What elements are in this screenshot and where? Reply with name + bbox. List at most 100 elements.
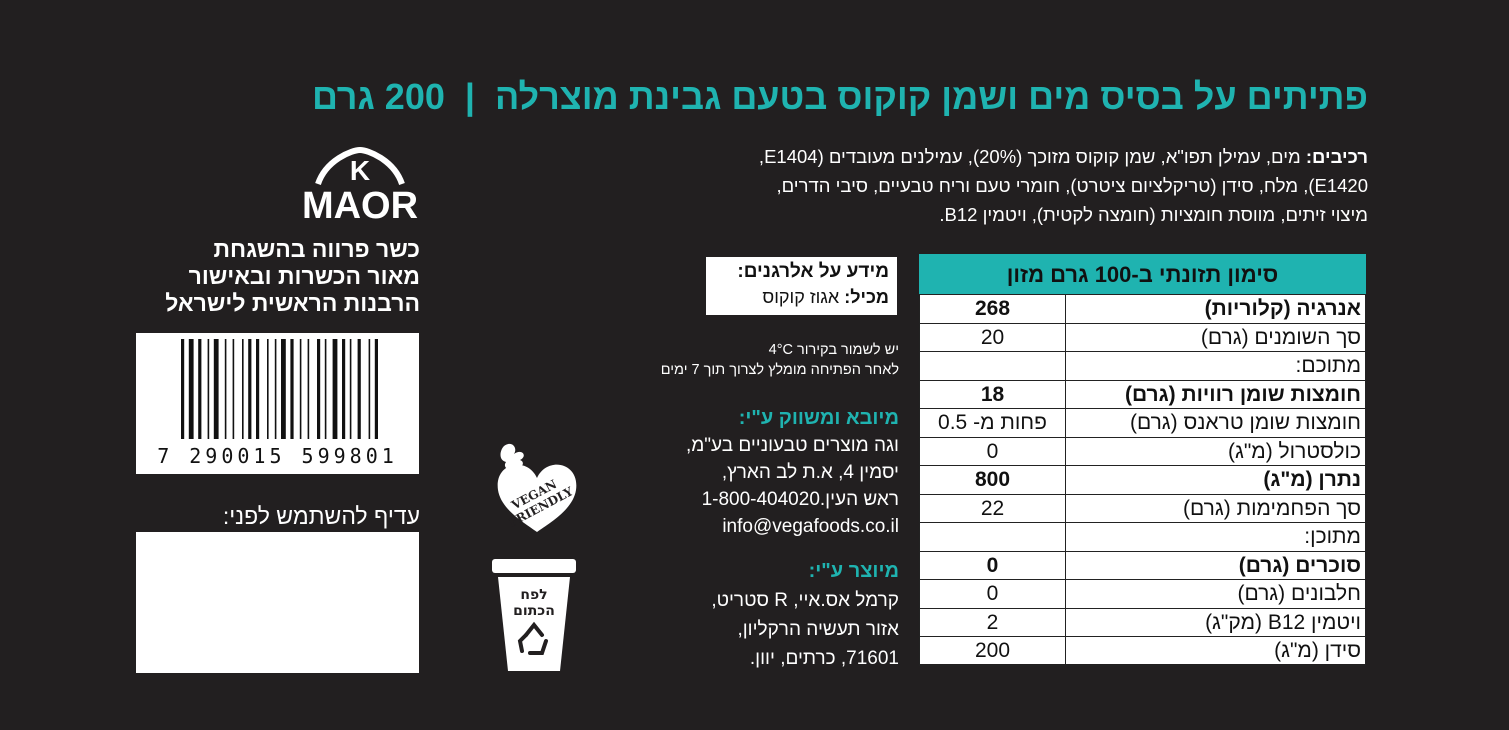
importer-email: info@vegafoods.co.il	[722, 516, 899, 537]
nutrition-label: חומצות שומן טראנס (גרם)	[1065, 408, 1366, 438]
nutrition-value: 2	[919, 607, 1066, 637]
nutrition-row: 800 נתרן (מ"ג)	[919, 465, 1366, 495]
kosher-line-1: כשר פרווה בהשגחת	[213, 236, 420, 262]
importer-block: מיובא ומשווק ע"י: וגה מוצרים טבעוניים בע…	[579, 405, 899, 540]
importer-line-3: ראש העין.1-800-404020	[701, 489, 899, 510]
nutrition-label: חלבונים (גרם)	[1065, 579, 1366, 609]
nutrition-value: 0	[919, 579, 1066, 609]
kosher-logo-word: MAOR	[302, 185, 418, 227]
nutrition-value: 800	[919, 465, 1066, 495]
title-separator: |	[464, 76, 475, 117]
nutrition-row: 0 כולסטרול (מ"ג)	[919, 436, 1366, 466]
barcode-bar	[188, 339, 194, 439]
nutrition-label: נתרן (מ"ג)	[1065, 465, 1366, 495]
barcode-bar	[232, 339, 235, 439]
storage-line-2: לאחר הפתיחה מומלץ לצרוך תוך 7 ימים	[660, 362, 899, 378]
nutrition-row: מתוכן:	[919, 522, 1366, 552]
barcode-bar	[290, 339, 294, 439]
nutrition-label: סך השומנים (גרם)	[1065, 322, 1366, 352]
nutrition-value: 18	[919, 379, 1066, 409]
nutrition-value	[919, 351, 1066, 381]
best-before-box	[136, 532, 419, 673]
ingredients-line-2: E1420), מלח, סידן (טריקלציום ציטרט), חומ…	[776, 175, 1368, 196]
barcode-bar	[324, 339, 327, 439]
storage-instructions: יש לשמור בקירור 4°C לאחר הפתיחה מומלץ לצ…	[579, 340, 899, 380]
recycle-icon	[517, 621, 548, 655]
barcode-bar	[256, 339, 260, 439]
barcode-bar	[274, 339, 277, 439]
ingredients-line-1: מים, עמילן תפו"א, שמן קוקוס מזוכך (20%),…	[758, 146, 1301, 167]
kosher-line-2: מאור הכשרות ובאישור	[188, 263, 420, 289]
kosher-logo-k: K	[350, 155, 370, 186]
manufacturer-line-1: קרמל אס.איי, R סטריט,	[711, 590, 899, 611]
nutrition-rows: 268 אנרגיה (קלוריות) 20 סך השומנים (גרם) מתו…	[919, 294, 1366, 666]
nutrition-label: ויטמין B12 (מק"ג)	[1065, 607, 1366, 637]
barcode-digits: 7 290015 599801	[157, 444, 398, 468]
nutrition-label: חומצות שומן רוויות (גרם)	[1065, 379, 1366, 409]
nutrition-value: 0	[919, 550, 1066, 580]
nutrition-label: כולסטרול (מ"ג)	[1065, 436, 1366, 466]
allergen-contains-label: מכיל:	[844, 287, 889, 307]
barcode-bar	[317, 339, 321, 439]
nutrition-row: 0 סוכרים (גרם)	[919, 550, 1366, 580]
barcode-bar	[213, 339, 219, 439]
barcode-bar	[349, 339, 352, 439]
nutrition-label: סידן (מ"ג)	[1065, 636, 1366, 666]
barcode-bar	[332, 339, 338, 439]
nutrition-value: 268	[919, 294, 1066, 324]
barcode-bar	[299, 339, 302, 439]
nutrition-label: סוכרים (גרם)	[1065, 550, 1366, 580]
vegan-heart-icon: VEGAN FRIENDLY	[497, 443, 577, 532]
nutrition-row: 20 סך השומנים (גרם)	[919, 322, 1366, 352]
barcode-bar	[307, 339, 310, 439]
nutrition-table: סימון תזונתי ב-100 גרם מזון 268 אנרגיה (ק…	[919, 254, 1366, 666]
barcode-bar	[248, 339, 252, 439]
nutrition-label: סך הפחמימות (גרם)	[1065, 493, 1366, 523]
barcode-bar	[342, 339, 346, 439]
barcode-bars	[181, 339, 378, 439]
manufacturer-line-3: 71601, כרתים, יוון.	[749, 648, 899, 669]
manufacturer-title: מיוצר ע"י:	[808, 560, 899, 582]
best-before-label: עדיף להשתמש לפני:	[222, 503, 420, 529]
kosher-line-3: הרבנות הראשית לישראל	[165, 290, 420, 316]
barcode-bar	[267, 339, 269, 439]
barcode-bar	[374, 339, 378, 439]
storage-line-1: יש לשמור בקירור 4°C	[768, 342, 899, 358]
ingredients-block: רכיבים: מים, עמילן תפו"א, שמן קוקוס מזוכ…	[728, 142, 1368, 229]
barcode-bar	[357, 339, 361, 439]
importer-title: מיובא ומשווק ע"י:	[738, 407, 899, 429]
barcode-bar	[224, 339, 227, 439]
barcode-bar	[181, 339, 185, 439]
importer-line-1: וגה מוצרים טבעוניים בע"מ,	[685, 435, 899, 456]
ingredients-line-3: מיצוי זיתים, מווסת חומציות (חומצה לקטית)…	[939, 204, 1368, 225]
nutrition-row: 22 סך הפחמימות (גרם)	[919, 493, 1366, 523]
nutrition-row: 268 אנרגיה (קלוריות)	[919, 294, 1366, 324]
ingredients-label: רכיבים:	[1305, 146, 1368, 167]
nutrition-value: 20	[919, 322, 1066, 352]
allergen-title: מידע על אלרגנים:	[737, 261, 889, 282]
nutrition-value: 200	[919, 636, 1066, 666]
recycle-bin-icon: לפח הכתום	[492, 559, 576, 671]
recycle-text-1: לפח	[520, 587, 547, 603]
importer-line-2: יסמין 4, א.ת לב הארץ,	[721, 462, 899, 483]
nutrition-row: 200 סידן (מ"ג)	[919, 636, 1366, 666]
barcode-bar	[281, 339, 286, 439]
nutrition-row: 0 חלבונים (גרם)	[919, 579, 1366, 609]
allergen-contains-value: אגוז קוקוס	[762, 287, 840, 307]
nutrition-row: 2 ויטמין B12 (מק"ג)	[919, 607, 1366, 637]
nutrition-row: מתוכם:	[919, 351, 1366, 381]
product-name: פתיתים על בסיס מים ושמן קוקוס בטעם גבינת…	[494, 76, 1368, 117]
recycle-text-2: הכתום	[513, 603, 555, 619]
allergen-box: מידע על אלרגנים: מכיל: אגוז קוקוס	[706, 257, 897, 315]
barcode-bar	[207, 339, 210, 439]
barcode-bar	[198, 339, 202, 439]
nutrition-row: 18 חומצות שומן רוויות (גרם)	[919, 379, 1366, 409]
nutrition-value: פחות מ- 0.5	[919, 408, 1066, 438]
nutrition-label: אנרגיה (קלוריות)	[1065, 294, 1366, 324]
kosher-maor-logo: K MAOR	[302, 146, 418, 227]
nutrition-value	[919, 522, 1066, 552]
barcode-bar	[368, 339, 371, 439]
nutrition-label: מתוכן:	[1065, 522, 1366, 552]
nutrition-label: מתוכם:	[1065, 351, 1366, 381]
barcode: 7 290015 599801	[136, 333, 419, 474]
